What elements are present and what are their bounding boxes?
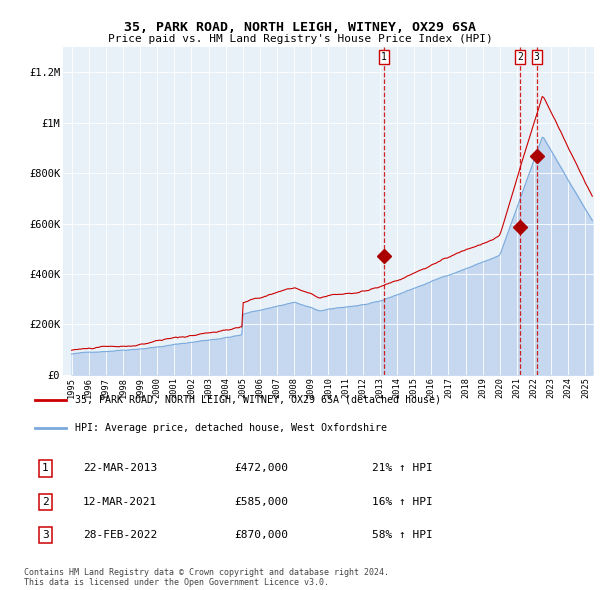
Text: 35, PARK ROAD, NORTH LEIGH, WITNEY, OX29 6SA (detached house): 35, PARK ROAD, NORTH LEIGH, WITNEY, OX29… xyxy=(75,395,441,405)
Text: 21% ↑ HPI: 21% ↑ HPI xyxy=(371,463,432,473)
Text: 2: 2 xyxy=(42,497,49,507)
Text: 3: 3 xyxy=(534,52,540,62)
Text: 28-FEB-2022: 28-FEB-2022 xyxy=(83,530,157,540)
Text: 3: 3 xyxy=(42,530,49,540)
Text: 12-MAR-2021: 12-MAR-2021 xyxy=(83,497,157,507)
Text: £870,000: £870,000 xyxy=(234,530,288,540)
Text: Contains HM Land Registry data © Crown copyright and database right 2024.
This d: Contains HM Land Registry data © Crown c… xyxy=(24,568,389,587)
Text: 22-MAR-2013: 22-MAR-2013 xyxy=(83,463,157,473)
Text: HPI: Average price, detached house, West Oxfordshire: HPI: Average price, detached house, West… xyxy=(75,422,387,432)
Text: Price paid vs. HM Land Registry's House Price Index (HPI): Price paid vs. HM Land Registry's House … xyxy=(107,34,493,44)
Text: 58% ↑ HPI: 58% ↑ HPI xyxy=(371,530,432,540)
Text: £472,000: £472,000 xyxy=(234,463,288,473)
Text: 1: 1 xyxy=(42,463,49,473)
Text: 1: 1 xyxy=(381,52,386,62)
Text: £585,000: £585,000 xyxy=(234,497,288,507)
Text: 35, PARK ROAD, NORTH LEIGH, WITNEY, OX29 6SA: 35, PARK ROAD, NORTH LEIGH, WITNEY, OX29… xyxy=(124,21,476,34)
Text: 16% ↑ HPI: 16% ↑ HPI xyxy=(371,497,432,507)
Text: 2: 2 xyxy=(517,52,523,62)
